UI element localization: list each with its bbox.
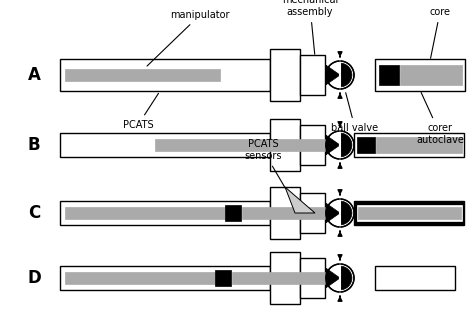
Bar (269, 187, 299, 239)
Bar (374, 266, 454, 290)
Bar (65, 272, 215, 284)
Bar (225, 205, 240, 221)
Text: PCATS: PCATS (122, 93, 158, 130)
Polygon shape (325, 135, 339, 155)
Bar (60, 133, 269, 157)
Bar (60, 201, 269, 225)
Bar (375, 137, 461, 153)
Bar (65, 207, 225, 219)
Text: corer
autoclave: corer autoclave (415, 92, 463, 145)
Bar (60, 266, 269, 290)
Bar (356, 137, 374, 153)
Bar (231, 272, 329, 284)
Polygon shape (325, 65, 339, 85)
Wedge shape (339, 63, 351, 87)
Bar (269, 49, 299, 101)
Bar (65, 69, 219, 81)
Wedge shape (339, 133, 351, 157)
Bar (299, 55, 324, 95)
Circle shape (325, 199, 353, 227)
Bar (353, 201, 463, 225)
Bar (299, 193, 324, 233)
Bar (356, 205, 461, 221)
Bar (299, 258, 324, 298)
Polygon shape (325, 203, 339, 223)
Bar (155, 139, 329, 151)
Bar (378, 65, 398, 85)
Text: core: core (428, 7, 449, 58)
Bar (269, 119, 299, 171)
Wedge shape (339, 201, 351, 225)
Bar (357, 207, 460, 219)
Text: D: D (28, 269, 42, 287)
Circle shape (325, 61, 353, 89)
Polygon shape (325, 268, 339, 288)
Circle shape (325, 264, 353, 292)
Bar (399, 65, 461, 85)
Text: PCATS
sensors: PCATS sensors (244, 140, 285, 188)
Bar (215, 270, 230, 286)
Text: manipulator: manipulator (147, 10, 229, 66)
Bar (60, 59, 269, 91)
Circle shape (325, 131, 353, 159)
Wedge shape (339, 266, 351, 290)
Polygon shape (284, 187, 314, 213)
Text: mechanical
assembly: mechanical assembly (281, 0, 337, 54)
Bar (241, 207, 329, 219)
Text: A: A (28, 66, 41, 84)
Bar (353, 133, 463, 157)
Text: ball valve: ball valve (331, 93, 378, 133)
Bar (299, 125, 324, 165)
Bar (269, 252, 299, 304)
Text: C: C (28, 204, 40, 222)
Text: B: B (28, 136, 40, 154)
Bar (374, 59, 464, 91)
